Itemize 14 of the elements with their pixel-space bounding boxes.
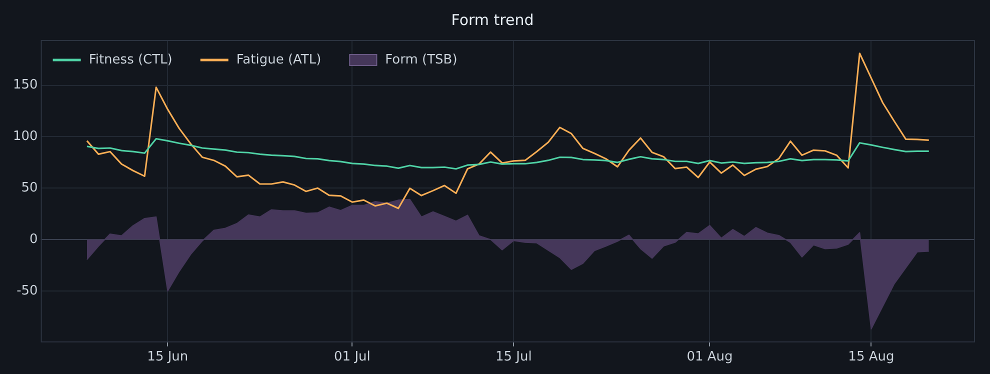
legend-label: Form (TSB) — [385, 52, 458, 68]
y-tick-label: 0 — [30, 232, 38, 247]
y-tick-label: 150 — [12, 78, 38, 93]
x-tick-label: 15 Jul — [495, 350, 532, 365]
legend-label: Fitness (CTL) — [88, 52, 172, 68]
x-tick-label: 15 Jun — [147, 350, 188, 365]
x-tick-label: 01 Aug — [686, 350, 733, 365]
x-tick-label: 01 Jul — [334, 350, 370, 365]
y-tick-label: 50 — [21, 180, 38, 196]
y-tick-label: 100 — [12, 129, 38, 144]
legend-label: Fatigue (ATL) — [236, 52, 322, 68]
y-tick-label: -50 — [16, 283, 38, 298]
x-tick-label: 15 Aug — [848, 350, 894, 365]
chart-title: Form trend — [451, 10, 534, 29]
